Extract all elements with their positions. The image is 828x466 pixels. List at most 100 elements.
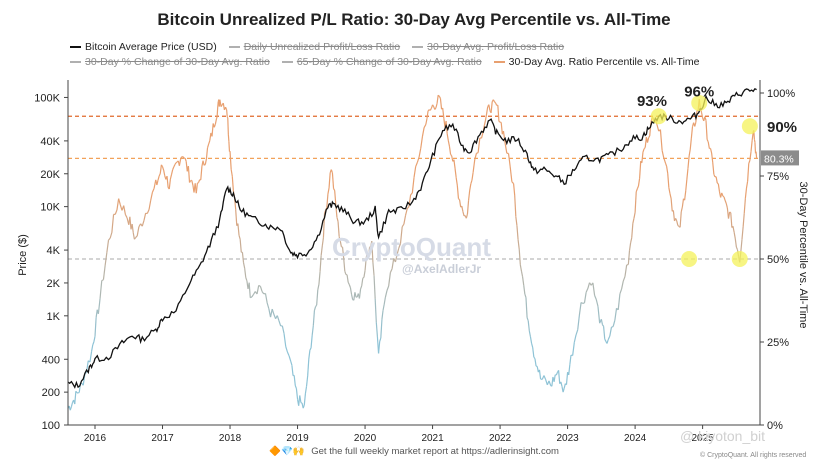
percentile-segment: [715, 176, 718, 184]
percentile-segment: [637, 178, 641, 187]
percentile-segment: [271, 308, 275, 315]
percentile-segment: [488, 104, 491, 111]
percentile-segment: [471, 172, 474, 181]
y-right-tick-label: 100%: [767, 88, 795, 100]
percentile-segment: [454, 168, 457, 178]
percentile-segment: [401, 223, 405, 228]
percentile-segment: [310, 335, 313, 349]
percentile-segment: [502, 131, 506, 144]
percentile-segment: [568, 364, 571, 376]
diamond-hands-icon: 🔶💎🙌: [269, 446, 305, 457]
percentile-segment: [363, 270, 366, 278]
percentile-segment: [206, 143, 210, 148]
percentile-segment: [384, 290, 388, 298]
percentile-segment: [667, 173, 670, 188]
percentile-segment: [380, 319, 383, 339]
percentile-segment: [577, 314, 581, 330]
legend-item[interactable]: 65-Day % Change of 30-Day Avg. Ratio: [281, 55, 482, 70]
percentile-segment: [455, 177, 458, 186]
percentile-segment: [202, 160, 205, 166]
percentile-segment: [413, 166, 417, 178]
percentile-segment: [319, 255, 322, 272]
legend-label: 30-Day % Change of 30-Day Avg. Ratio: [85, 56, 270, 68]
percentile-segment: [191, 180, 194, 186]
legend-label: 65-Day % Change of 30-Day Avg. Ratio: [296, 56, 482, 68]
legend-item[interactable]: 30-Day Avg. Ratio Percentile vs. All-Tim…: [493, 55, 699, 70]
y-left-tick-label: 20K: [40, 169, 60, 181]
percentile-segment: [358, 288, 362, 299]
percentile-segment: [439, 98, 443, 110]
percentile-segment: [634, 191, 637, 213]
percentile-segment: [227, 134, 230, 142]
y-left-tick-label: 10K: [40, 202, 60, 214]
percentile-segment: [684, 190, 687, 201]
percentile-segment: [157, 175, 160, 181]
percentile-segment: [492, 99, 495, 102]
percentile-segment: [626, 263, 629, 266]
percentile-segment: [141, 220, 145, 227]
legend-item[interactable]: Bitcoin Average Price (USD): [70, 40, 217, 55]
legend-swatch: [70, 61, 81, 64]
percentile-segment: [705, 120, 708, 140]
percentile-segment: [75, 390, 78, 394]
annotation-label: 96%: [684, 83, 714, 100]
legend-label: 30-Day Avg. Profit/Loss Ratio: [427, 41, 565, 53]
percentile-segment: [495, 102, 498, 106]
percentile-segment: [214, 118, 218, 125]
current-value-badge: [761, 150, 799, 166]
percentile-segment: [527, 320, 530, 332]
percentile-segment: [533, 356, 536, 360]
percentile-segment: [716, 182, 719, 185]
percentile-segment: [399, 226, 403, 244]
percentile-segment: [565, 372, 569, 385]
percentile-segment: [316, 289, 319, 306]
percentile-segment: [161, 166, 165, 171]
legend-item[interactable]: 30-Day Avg. Profit/Loss Ratio: [412, 40, 564, 55]
percentile-segment: [545, 379, 548, 386]
percentile-segment: [118, 198, 121, 205]
legend-swatch: [412, 46, 424, 49]
percentile-segment: [388, 272, 391, 287]
percentile-segment: [343, 258, 346, 272]
percentile-segment: [106, 240, 110, 253]
percentile-segment: [466, 200, 470, 215]
percentile-segment: [178, 159, 182, 166]
percentile-segment: [669, 193, 672, 199]
percentile-segment: [241, 252, 245, 263]
percentile-segment: [69, 406, 72, 411]
percentile-segment: [553, 374, 556, 382]
percentile-segment: [359, 285, 363, 290]
percentile-segment: [521, 276, 525, 286]
y-left-tick-label: 1K: [47, 311, 61, 323]
percentile-segment: [411, 177, 415, 194]
highlight-marker: [681, 251, 698, 267]
percentile-segment: [371, 241, 374, 263]
percentile-segment: [604, 338, 607, 342]
legend-swatch: [281, 61, 293, 64]
percentile-segment: [281, 325, 285, 334]
percentile-segment: [518, 249, 521, 265]
percentile-segment: [741, 226, 744, 240]
percentile-segment: [635, 188, 638, 192]
percentile-segment: [740, 239, 743, 252]
percentile-segment: [666, 166, 669, 174]
percentile-segment: [261, 291, 265, 295]
percentile-segment: [205, 147, 209, 160]
y-axis-right-title: 30-Day Percentile vs. All-Time: [797, 182, 809, 329]
percentile-segment: [458, 199, 462, 208]
legend-item[interactable]: 30-Day % Change of 30-Day Avg. Ratio: [70, 55, 270, 70]
footer-text[interactable]: Get the full weekly market report at htt…: [311, 446, 559, 457]
price-line: [67, 87, 757, 389]
percentile-segment: [346, 274, 349, 283]
legend-item[interactable]: Daily Unrealized Profit/Loss Ratio: [228, 40, 400, 55]
percentile-segment: [189, 180, 192, 183]
percentile-segment: [151, 188, 155, 193]
y-left-tick-label: 100K: [34, 92, 60, 104]
percentile-segment: [108, 237, 111, 241]
percentile-segment: [124, 214, 128, 219]
percentile-segment: [633, 212, 636, 219]
percentile-segment: [528, 330, 532, 337]
percentile-segment: [350, 294, 354, 300]
highlight-marker: [731, 251, 748, 267]
percentile-segment: [648, 135, 651, 139]
